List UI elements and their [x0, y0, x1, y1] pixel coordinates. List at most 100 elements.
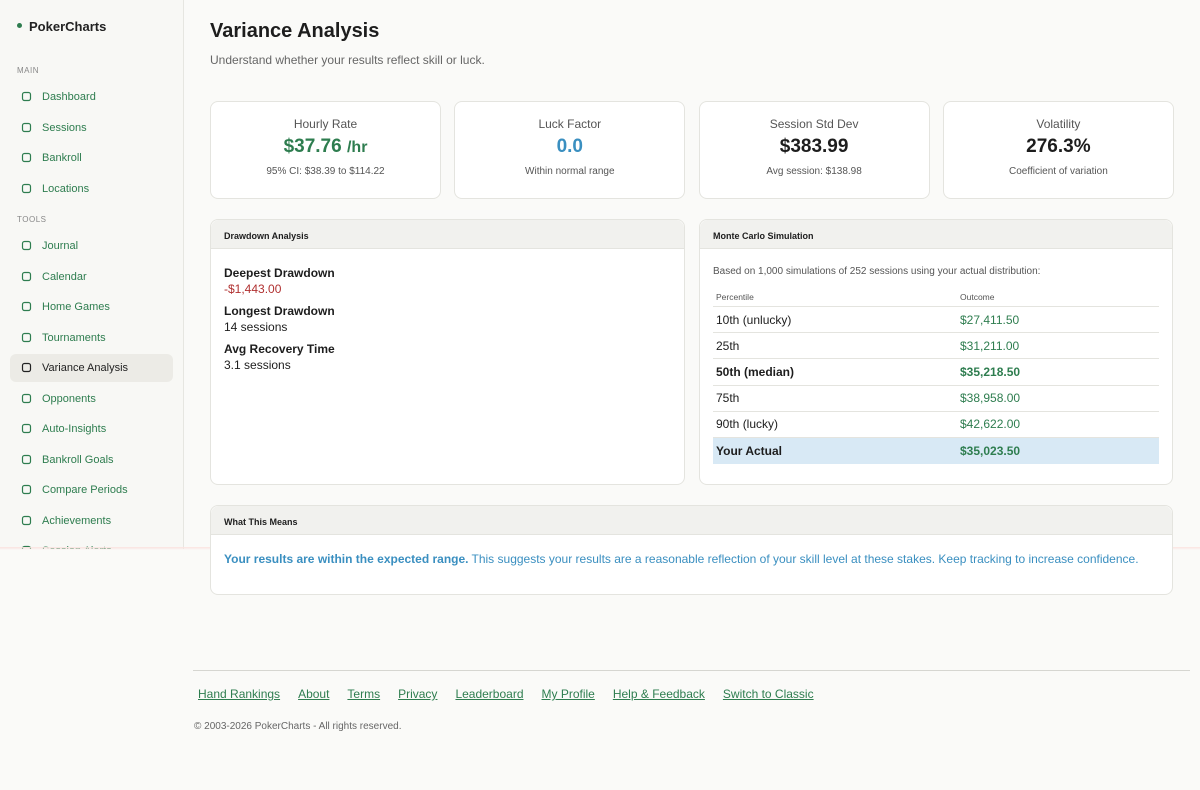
nav-label[interactable]: Compare Periods [42, 484, 128, 496]
stat-label: Luck Factor [538, 117, 602, 131]
nav-item[interactable]: Locations [10, 175, 173, 203]
nav-item[interactable]: Journal [10, 232, 173, 260]
nav-label[interactable]: Dashboard [42, 91, 96, 103]
meaning-emphasis: Your results are within the expected ran… [224, 552, 469, 566]
metric-value: 14 sessions [224, 320, 288, 334]
page-title: Variance Analysis [210, 20, 380, 42]
nav-label[interactable]: Sessions [42, 121, 87, 134]
stat-note: Within normal range [525, 166, 615, 177]
brand-name[interactable]: PokerCharts [29, 19, 107, 34]
percentile-cell: 10th (unlucky) [713, 306, 957, 334]
panel-header: Monte Carlo Simulation [700, 220, 1172, 249]
column-header: Outcome [957, 292, 1159, 307]
table-header-row: Percentile Outcome [713, 292, 1159, 307]
stat-number: 276.3% [1026, 136, 1091, 157]
nav-item[interactable]: Achievements [10, 507, 173, 535]
stat-value: 0.0 [455, 136, 684, 158]
table-row: 50th (median) $35,218.50 [713, 358, 1159, 386]
table-row: 25th $31,211.00 [713, 332, 1159, 360]
nav-item[interactable]: Opponents [10, 385, 173, 413]
nav-label[interactable]: Achievements [42, 514, 112, 527]
table-row: 90th (lucky) $42,622.00 [713, 411, 1159, 438]
stat-label: Session Std Dev [769, 117, 859, 131]
outcome-table: Percentile Outcome 10th (unlucky) $27,411.5… [713, 292, 1159, 464]
nav-item[interactable]: Variance Analysis [10, 354, 173, 382]
nav-label[interactable]: Auto-Insights [42, 423, 107, 435]
stat-value: $383.99 [700, 136, 929, 158]
stat-card: Volatility 276.3% Coefficient of variation [942, 101, 1174, 199]
stat-unit: /hr [346, 139, 368, 156]
nav-item[interactable]: Dashboard [10, 83, 173, 111]
nav-label[interactable]: Bankroll [42, 152, 82, 164]
outcome-cell: $35,023.50 [957, 437, 1159, 464]
nav-item[interactable]: Auto-Insights [10, 415, 173, 443]
footer-divider [193, 670, 1190, 671]
brand[interactable]: PokerCharts [17, 19, 106, 34]
outcome-cell: $38,958.00 [957, 385, 1159, 412]
nav-label[interactable]: Locations [42, 182, 90, 195]
stat-label: Hourly Rate [293, 117, 358, 131]
nav-item[interactable]: Bankroll Goals [10, 446, 173, 474]
nav-item[interactable]: Bankroll [10, 144, 173, 172]
footer-link[interactable]: Switch to Classic [722, 687, 814, 701]
nav-label[interactable]: Home Games [42, 301, 110, 313]
nav-icon [21, 122, 32, 132]
stat-note: 95% CI: $38.39 to $114.22 [266, 166, 385, 177]
nav-icon [21, 484, 32, 495]
stat-card: Hourly Rate $37.76 /hr 95% CI: $38.39 to $… [210, 101, 441, 199]
outcome-cell: $35,218.50 [957, 358, 1159, 386]
nav-icon [21, 362, 32, 373]
percentile-cell: Your Actual [713, 437, 957, 464]
stat-note: Avg session: $138.98 [766, 166, 862, 177]
percentile-cell: 50th (median) [713, 358, 957, 386]
stat-label: Volatility [1036, 117, 1081, 131]
nav-icon [21, 332, 32, 342]
nav-icon [21, 545, 32, 549]
copyright: © 2003-2026 PokerCharts - All rights res… [194, 721, 402, 732]
outcome-cell: $27,411.50 [957, 306, 1159, 334]
outcome-cell: $31,211.00 [957, 332, 1159, 360]
metric-label: Deepest Drawdown [224, 266, 335, 280]
nav-icon [21, 423, 32, 434]
metric-value: -$1,443.00 [224, 282, 282, 296]
meaning-panel: What This Means Your results are within t… [210, 505, 1173, 595]
drawdown-body: Deepest Drawdown -$1,443.00 Longest Drawdo… [211, 249, 684, 372]
panel-header: Drawdown Analysis [211, 220, 684, 249]
nav-icon [21, 271, 32, 281]
footer-links: Hand Rankings About Terms Privacy Leaderboar… [198, 687, 814, 701]
footer-link[interactable]: Privacy [398, 687, 438, 701]
stat-card: Session Std Dev $383.99 Avg session: $138.… [698, 101, 930, 199]
footer-link[interactable]: My Profile [541, 687, 595, 701]
percentile-cell: 90th (lucky) [713, 411, 957, 438]
nav-label[interactable]: Opponents [42, 392, 96, 405]
metric-value: 3.1 sessions [224, 358, 291, 372]
footer-link[interactable]: Leaderboard [455, 687, 524, 701]
footer-link[interactable]: Terms [347, 687, 381, 701]
stat-number: $37.76 [283, 136, 342, 157]
nav-icon [21, 91, 32, 102]
nav-label[interactable]: Bankroll Goals [42, 453, 114, 466]
nav-item[interactable]: Compare Periods [10, 476, 173, 504]
nav-item[interactable]: Tournaments [10, 324, 173, 352]
stat-value: 276.3% [944, 136, 1173, 158]
meaning-body: This suggests your results are a reasona… [471, 552, 1139, 566]
nav-item[interactable]: Home Games [10, 293, 173, 321]
drawdown-panel: Drawdown Analysis Deepest Drawdown -$1,443… [210, 219, 685, 485]
nav-label[interactable]: Variance Analysis [42, 362, 129, 374]
panel-description: Based on 1,000 simulations of 252 sessio… [713, 266, 1041, 277]
nav-section-heading: MAIN [17, 66, 39, 75]
nav-item[interactable]: Calendar [10, 263, 173, 291]
nav-label[interactable]: Journal [42, 240, 79, 252]
footer-link[interactable]: Help & Feedback [612, 687, 705, 701]
stat-value: $37.76 /hr [211, 136, 440, 158]
nav-item[interactable]: Sessions [10, 114, 173, 142]
footer-link[interactable]: Hand Rankings [198, 687, 281, 701]
footer-link[interactable]: About [298, 687, 330, 701]
nav-label[interactable]: Calendar [42, 270, 87, 283]
percentile-cell: 75th [713, 385, 957, 412]
nav-label[interactable]: Tournaments [42, 331, 106, 344]
monte-carlo-panel: Monte Carlo Simulation Based on 1,000 sim… [699, 219, 1173, 485]
stat-note: Coefficient of variation [1009, 166, 1108, 177]
